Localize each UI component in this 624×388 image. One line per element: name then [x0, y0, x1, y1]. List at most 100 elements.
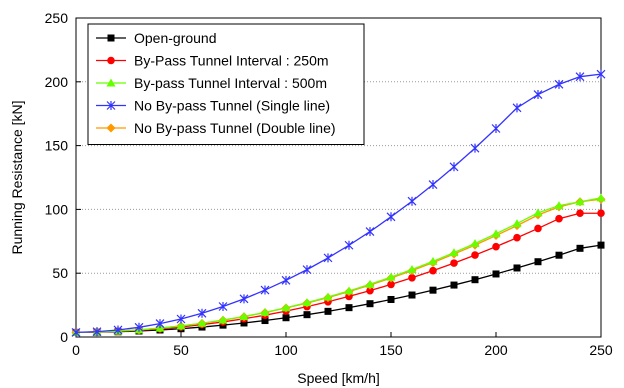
- legend-marker: [107, 34, 115, 42]
- data-point: [197, 318, 207, 327]
- x-axis-ticks: 0 50 100 150 200 250: [72, 332, 613, 358]
- data-point: [345, 292, 353, 301]
- data-point: [596, 69, 606, 79]
- data-point: [555, 214, 563, 223]
- legend-item: By-Pass Tunnel Interval : 250m: [96, 53, 329, 69]
- data-point: [596, 193, 606, 202]
- data-point: [323, 292, 333, 301]
- data-point: [449, 248, 459, 257]
- data-point: [92, 327, 102, 337]
- x-tick-label: 250: [589, 342, 613, 358]
- data-point: [302, 265, 312, 275]
- x-tick-label: 200: [484, 342, 508, 358]
- data-point: [240, 319, 248, 327]
- data-point: [554, 79, 564, 89]
- data-point: [386, 212, 396, 222]
- data-point: [176, 314, 186, 324]
- y-tick-label: 200: [45, 74, 69, 90]
- data-point: [365, 227, 375, 237]
- data-point: [513, 264, 521, 272]
- series-line: [75, 244, 602, 334]
- data-point: [470, 238, 480, 247]
- data-point: [576, 209, 584, 218]
- data-point: [471, 276, 479, 284]
- legend-label: No By-pass Tunnel (Single line): [134, 98, 330, 114]
- data-point: [429, 266, 437, 275]
- data-point: [155, 319, 165, 329]
- data-point: [387, 280, 395, 289]
- data-point: [428, 256, 438, 265]
- y-axis-label: Running Resistance [kN]: [9, 100, 25, 254]
- y-tick-label: 250: [45, 10, 69, 26]
- legend-marker: [107, 56, 115, 65]
- data-point: [218, 302, 228, 312]
- plot-area: [75, 17, 602, 338]
- data-point: [428, 180, 438, 190]
- data-point: [134, 322, 144, 332]
- data-point: [344, 240, 354, 250]
- data-point: [260, 285, 270, 295]
- data-point: [387, 295, 395, 303]
- data-point: [575, 72, 585, 82]
- data-point: [281, 303, 291, 312]
- data-point: [471, 251, 479, 259]
- series-line: [75, 197, 602, 334]
- x-tick-label: 100: [274, 342, 298, 358]
- data-point: [450, 259, 458, 267]
- data-point: [491, 229, 501, 238]
- data-point: [366, 300, 374, 308]
- series-4: [71, 69, 606, 337]
- series-2: [72, 209, 605, 337]
- legend-marker: [106, 101, 116, 110]
- y-tick-label: 0: [60, 329, 68, 345]
- y-tick-label: 50: [52, 265, 68, 281]
- legend-item: No By-pass Tunnel (Double line): [96, 120, 336, 136]
- data-point: [555, 251, 563, 259]
- y-tick-label: 150: [45, 138, 69, 154]
- data-point: [345, 304, 353, 312]
- data-point: [597, 209, 605, 218]
- legend-marker: [106, 78, 116, 87]
- data-point: [554, 201, 564, 210]
- data-point: [113, 325, 123, 335]
- data-point: [303, 311, 311, 319]
- x-tick-label: 150: [379, 342, 403, 358]
- data-point: [597, 241, 605, 249]
- data-point: [282, 314, 290, 322]
- data-point: [534, 224, 542, 233]
- data-point: [323, 253, 333, 263]
- data-point: [450, 281, 458, 289]
- data-point: [408, 291, 416, 299]
- legend-item: No By-pass Tunnel (Single line): [96, 98, 330, 114]
- data-point: [533, 90, 543, 100]
- data-point: [218, 315, 228, 324]
- data-point: [429, 286, 437, 294]
- legend-label: By-Pass Tunnel Interval : 250m: [134, 53, 329, 69]
- legend-label: Open-ground: [134, 30, 217, 46]
- data-point: [197, 308, 207, 318]
- data-point: [449, 162, 459, 172]
- x-tick-label: 50: [173, 342, 189, 358]
- data-point: [408, 273, 416, 282]
- data-point: [260, 307, 270, 316]
- y-axis-ticks: 0 50 100 150 200 250: [45, 10, 81, 345]
- data-point: [470, 143, 480, 153]
- data-point: [365, 279, 375, 288]
- data-point: [239, 294, 249, 304]
- legend-box: [87, 23, 365, 145]
- data-point: [492, 242, 500, 251]
- series-3: [71, 193, 606, 336]
- data-point: [534, 258, 542, 266]
- data-point: [492, 270, 500, 278]
- data-point: [512, 103, 522, 113]
- data-point: [261, 317, 269, 325]
- data-point: [386, 272, 396, 281]
- data-point: [302, 298, 312, 307]
- legend: Open-ground By-Pass Tunnel Interval : 250…: [87, 23, 365, 145]
- data-point: [71, 327, 81, 337]
- data-point: [324, 307, 332, 315]
- data-point: [576, 244, 584, 252]
- data-point: [344, 286, 354, 295]
- data-point: [407, 196, 417, 206]
